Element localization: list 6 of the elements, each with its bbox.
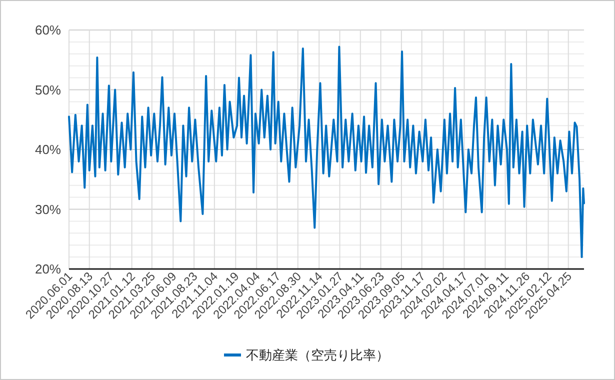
y-tick-label: 30% <box>34 202 62 217</box>
y-tick-label: 50% <box>34 82 62 98</box>
y-tick-label: 40% <box>34 142 62 157</box>
y-tick-label: 60% <box>34 22 62 38</box>
legend: 不動産業（空売り比率） <box>224 348 389 362</box>
y-tick-label: 20% <box>34 262 62 276</box>
